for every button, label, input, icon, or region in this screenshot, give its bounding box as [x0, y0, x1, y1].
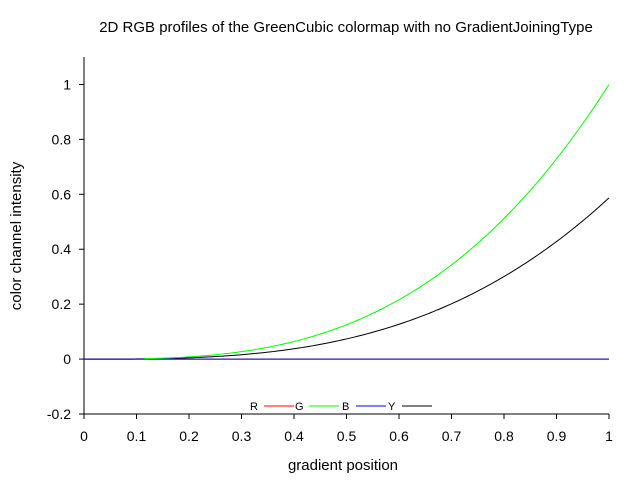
- legend-label-y: Y: [388, 401, 396, 413]
- x-tick-label: 0: [80, 428, 88, 444]
- y-tick-label: 1: [63, 76, 71, 92]
- x-tick-label: 0.4: [284, 428, 304, 444]
- y-tick-label: 0.6: [52, 186, 72, 202]
- chart-title: 2D RGB profiles of the GreenCubic colorm…: [99, 19, 593, 36]
- legend-label-r: R: [250, 401, 258, 413]
- x-tick-label: 0.7: [442, 428, 462, 444]
- legend-label-g: G: [295, 401, 304, 413]
- x-tick-label: 1: [605, 428, 613, 444]
- y-tick-label: 0.8: [52, 131, 72, 147]
- y-axis-label: color channel intensity: [8, 161, 25, 310]
- series-line-g: [144, 84, 610, 360]
- y-tick-label: -0.2: [47, 406, 71, 422]
- x-tick-label: 0.2: [179, 428, 199, 444]
- x-tick-label: 0.5: [337, 428, 357, 444]
- x-tick-label: 0.1: [127, 428, 147, 444]
- x-tick-label: 0.9: [547, 428, 567, 444]
- legend-label-b: B: [342, 401, 349, 413]
- x-axis-label: gradient position: [288, 457, 398, 474]
- x-tick-label: 0.6: [389, 428, 409, 444]
- plot-area: 0 0.1 0.2 0.3 0.4 0.5 0.6 0.7 0.8 0.9 1 -0.2 0 0.2 0.4…: [47, 57, 613, 444]
- y-tick-label: 0.4: [52, 241, 72, 257]
- y-tick-label: 0.2: [52, 296, 72, 312]
- x-tick-label: 0.8: [494, 428, 514, 444]
- y-tick-label: 0: [63, 351, 71, 367]
- x-tick-label: 0.3: [232, 428, 252, 444]
- series-line-y: [84, 197, 610, 360]
